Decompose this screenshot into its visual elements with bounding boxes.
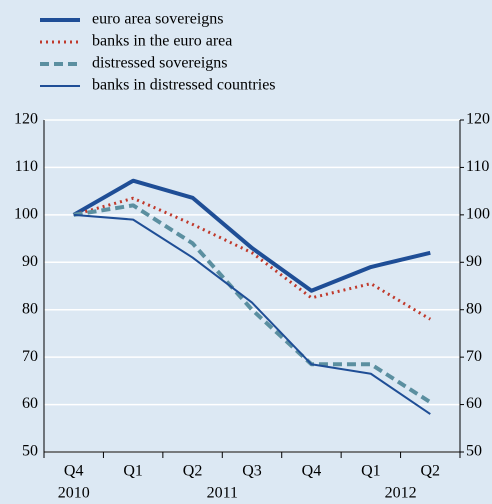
y2-tick-label: 70	[466, 348, 482, 365]
x-tick-label: Q1	[361, 463, 381, 480]
y2-tick-label: 60	[466, 395, 482, 412]
x-tick-label: Q4	[302, 463, 322, 480]
legend-label: distressed sovereigns	[92, 55, 228, 72]
series-line	[72, 178, 431, 293]
y-tick-label: 110	[15, 158, 38, 175]
legend-label: euro area sovereigns	[92, 11, 224, 28]
x-tick-label: Q1	[123, 463, 143, 480]
legend-label: banks in distressed countries	[92, 77, 276, 94]
x-tick-label: Q2	[421, 463, 441, 480]
y-tick-label: 60	[22, 395, 38, 412]
y-tick-label: 120	[14, 111, 38, 128]
legend-label: banks in the euro area	[92, 33, 232, 50]
series-line	[73, 196, 432, 321]
y2-tick-label: 50	[466, 443, 482, 460]
series-line	[73, 203, 432, 404]
y-tick-label: 100	[14, 206, 38, 223]
y-tick-label: 50	[22, 443, 38, 460]
y2-tick-label: 100	[466, 206, 490, 223]
year-label: 2010	[58, 485, 90, 502]
x-tick-label: Q2	[183, 463, 203, 480]
y2-tick-label: 90	[466, 253, 482, 270]
y-tick-label: 90	[22, 253, 38, 270]
y2-tick-label: 80	[466, 300, 482, 317]
series-line	[73, 213, 431, 415]
x-tick-label: Q3	[242, 463, 262, 480]
x-tick-label: Q4	[64, 463, 84, 480]
year-label: 2011	[207, 485, 238, 502]
y2-tick-label: 110	[466, 158, 489, 175]
year-label: 2012	[385, 485, 417, 502]
y-tick-label: 80	[22, 300, 38, 317]
y2-tick-label: 120	[466, 111, 490, 128]
y-tick-label: 70	[22, 348, 38, 365]
